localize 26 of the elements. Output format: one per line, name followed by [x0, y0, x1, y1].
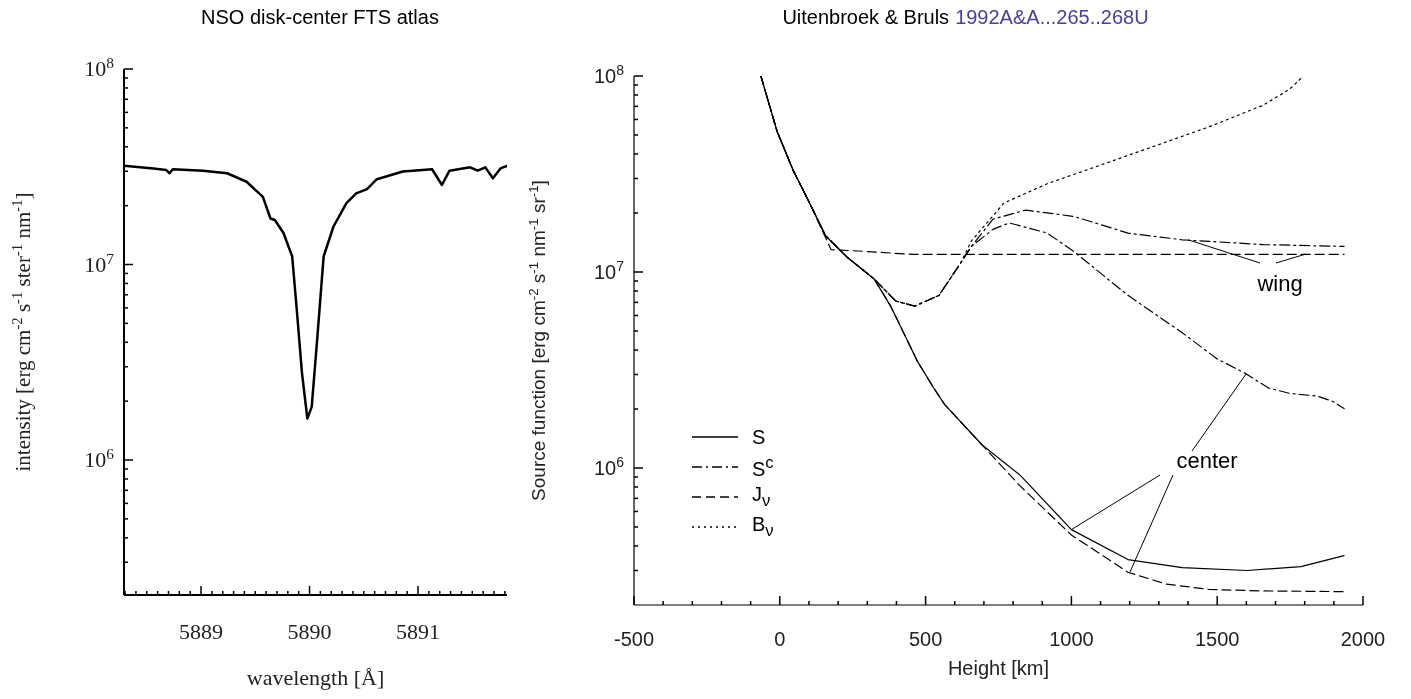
y-tick-label: 10$^{6}$ — [593, 454, 625, 479]
y-tick-label: 10$^{8}$ — [593, 62, 625, 87]
x-tick-label: 2000 — [1340, 628, 1386, 650]
y-tick-label: 10$^{6}$ — [84, 444, 115, 473]
chart-title: Uitenbroek & Bruls — [782, 6, 950, 28]
x-tick-label: 500 — [908, 628, 943, 650]
legend-label: B$_{ν}$ — [752, 513, 774, 541]
y-tick-label: 10$^{7}$ — [84, 249, 115, 277]
x-tick-label: 1500 — [1194, 628, 1240, 650]
legend-label: S — [752, 425, 766, 449]
annotation: center — [1176, 448, 1238, 473]
y-tick-label: 10$^{7}$ — [593, 258, 625, 283]
chart-subtitle: 1992A&A...265..268U — [955, 6, 1149, 28]
x-tick-label: -500 — [613, 628, 655, 650]
x-tick-label: 5889 — [179, 619, 224, 644]
legend-label: S$^{c}$ — [752, 453, 774, 481]
x-axis-title: wavelength [Å] — [246, 665, 385, 690]
chart-title: NSO disk-center FTS atlas — [201, 6, 439, 28]
x-axis-title: Height [km] — [947, 657, 1050, 679]
x-tick-label: 1000 — [1049, 628, 1094, 650]
y-tick-label: 10$^{8}$ — [84, 53, 115, 81]
x-tick-label: 5890 — [287, 619, 332, 644]
x-tick-label: 5891 — [396, 619, 441, 644]
x-tick-label: 0 — [774, 628, 786, 650]
annotation: wing — [1256, 271, 1303, 296]
legend-label: J$_{ν}$ — [752, 483, 771, 511]
